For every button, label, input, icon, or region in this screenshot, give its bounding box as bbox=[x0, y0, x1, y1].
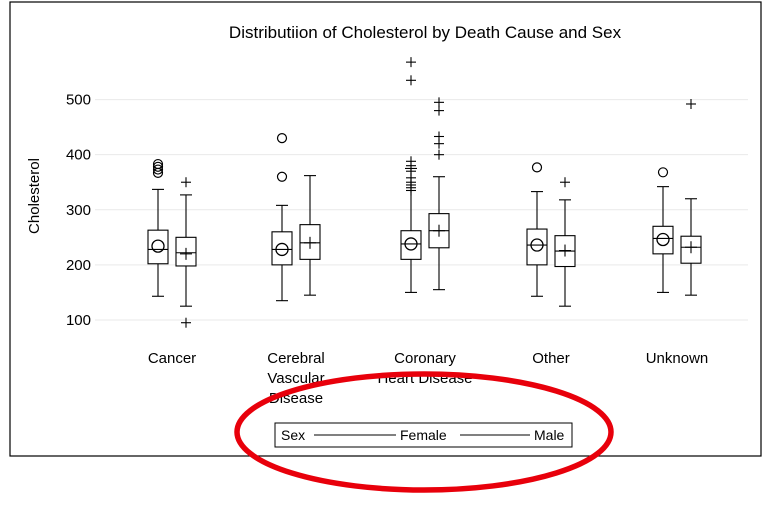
box-male-0 bbox=[175, 177, 197, 328]
mean-marker bbox=[275, 242, 289, 257]
y-tick-label: 100 bbox=[66, 312, 91, 329]
chart-frame bbox=[9, 1, 762, 457]
box-iqr bbox=[147, 229, 169, 265]
x-category-label: Cancer bbox=[148, 350, 196, 367]
outlier-point bbox=[152, 158, 164, 170]
y-axis-label: Cholesterol bbox=[26, 158, 43, 234]
box-male-2 bbox=[428, 97, 450, 291]
legend-title: Sex bbox=[281, 427, 305, 443]
outlier-point bbox=[657, 167, 669, 178]
x-category-label-line: Vascular bbox=[267, 370, 324, 387]
box-iqr bbox=[526, 228, 548, 266]
box-male-3 bbox=[554, 177, 576, 307]
x-category-label-line: Cerebral bbox=[267, 350, 325, 367]
gridlines bbox=[95, 99, 748, 321]
mean-marker bbox=[656, 232, 670, 247]
box-male-1 bbox=[299, 175, 321, 296]
x-category-label-line: Cancer bbox=[148, 350, 196, 367]
outlier-point bbox=[152, 164, 164, 175]
x-category-label: Other bbox=[532, 350, 570, 367]
mean-marker bbox=[404, 237, 418, 251]
chart-title: Distributiion of Cholesterol by Death Ca… bbox=[229, 23, 622, 42]
outlier-point bbox=[152, 161, 164, 172]
box-iqr bbox=[400, 230, 422, 260]
legend-entry-male: Male bbox=[534, 427, 565, 443]
box-female-2 bbox=[400, 57, 422, 293]
box-female-3 bbox=[526, 162, 548, 297]
legend: Sex Female Male bbox=[274, 422, 573, 448]
outlier-point bbox=[276, 171, 288, 182]
outlier-point bbox=[276, 133, 288, 144]
y-axis-ticks: 100 200 300 400 500 bbox=[66, 92, 91, 329]
box-female-1 bbox=[271, 133, 293, 302]
mean-marker bbox=[530, 238, 544, 252]
x-category-label: Cerebral Vascular Disease bbox=[267, 350, 325, 407]
highlight-ellipse bbox=[234, 371, 614, 493]
box-female-0 bbox=[147, 158, 169, 297]
y-tick-label: 500 bbox=[66, 92, 91, 109]
outlier-point bbox=[531, 162, 543, 173]
x-category-label: Unknown bbox=[646, 350, 709, 367]
legend-entry-female: Female bbox=[400, 427, 447, 443]
x-category-label-line: Other bbox=[532, 350, 570, 367]
box-male-4 bbox=[680, 98, 702, 296]
y-tick-label: 200 bbox=[66, 257, 91, 274]
box-iqr bbox=[652, 225, 674, 255]
box-plots bbox=[147, 57, 702, 328]
x-category-label-line: Unknown bbox=[646, 350, 709, 367]
y-tick-label: 400 bbox=[66, 147, 91, 164]
y-tick-label: 300 bbox=[66, 202, 91, 219]
box-female-4 bbox=[652, 167, 674, 293]
x-category-label-line: Coronary bbox=[394, 350, 456, 367]
box-iqr bbox=[271, 231, 293, 266]
mean-marker bbox=[151, 239, 165, 253]
